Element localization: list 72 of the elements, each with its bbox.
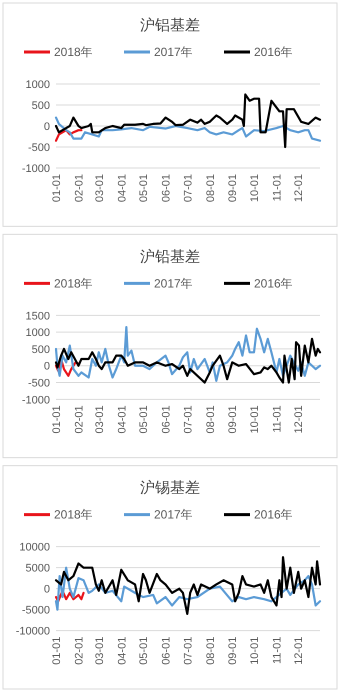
x-tick-label: 06-01 xyxy=(160,405,173,434)
x-tick-label: 08-01 xyxy=(204,405,217,434)
x-tick-label: 12-01 xyxy=(293,636,306,665)
x-tick-label: 08-01 xyxy=(204,636,217,665)
chart-title: 沪铅基差 xyxy=(140,248,200,266)
y-tick-label: 500 xyxy=(32,100,50,112)
y-tick-label: 500 xyxy=(32,344,50,356)
x-tick-label: 10-01 xyxy=(249,405,261,434)
x-tick-label: 10-01 xyxy=(249,636,261,665)
x-tick-label: 11-01 xyxy=(271,405,284,433)
x-tick-label: 01-01 xyxy=(51,174,63,202)
y-tick-label: 5000 xyxy=(26,562,50,575)
x-tick-label: 09-01 xyxy=(227,636,240,665)
y-tick-label: 10000 xyxy=(19,542,50,554)
x-tick-label: 09-01 xyxy=(227,174,240,202)
x-tick-label: 05-01 xyxy=(138,405,150,434)
x-tick-label: 01-01 xyxy=(51,636,63,665)
x-tick-label: 03-01 xyxy=(94,405,106,434)
x-tick-label: 02-01 xyxy=(73,405,86,434)
legend-label: 2016年 xyxy=(254,276,293,290)
y-tick-label: 0 xyxy=(44,121,50,133)
line-series xyxy=(54,116,322,142)
x-tick-label: 07-01 xyxy=(182,636,194,665)
legend-label: 2017年 xyxy=(154,276,193,290)
legend-label: 2018年 xyxy=(54,276,93,290)
x-tick-label: 10-01 xyxy=(249,174,261,202)
y-tick-label: 0 xyxy=(44,360,50,373)
x-tick-label: 11-01 xyxy=(271,174,284,202)
line-series xyxy=(54,556,322,615)
y-tick-label: 1500 xyxy=(26,310,50,322)
x-tick-label: 04-01 xyxy=(116,405,128,434)
x-tick-label: 04-01 xyxy=(116,174,128,202)
line-series xyxy=(54,129,82,142)
x-tick-label: 01-01 xyxy=(51,405,63,434)
line-series xyxy=(54,590,85,602)
y-tick-label: -500 xyxy=(28,142,50,154)
legend-label: 2017年 xyxy=(154,45,193,59)
line-series xyxy=(54,93,322,148)
chart-title: 沪铝基差 xyxy=(140,17,200,34)
y-tick-label: -1000 xyxy=(22,163,50,175)
legend-label: 2017年 xyxy=(154,508,193,522)
x-tick-label: 03-01 xyxy=(94,636,106,665)
y-tick-label: 0 xyxy=(44,584,50,596)
x-tick-label: 09-01 xyxy=(227,405,240,434)
x-tick-label: 11-01 xyxy=(271,636,284,664)
legend-label: 2016年 xyxy=(254,45,293,59)
x-tick-label: 02-01 xyxy=(73,174,86,202)
x-tick-label: 12-01 xyxy=(293,174,306,202)
line-series xyxy=(54,338,322,384)
y-tick-label: 1000 xyxy=(26,327,50,340)
x-tick-label: 04-01 xyxy=(116,636,128,665)
x-tick-label: 06-01 xyxy=(160,174,173,202)
x-tick-label: 05-01 xyxy=(138,636,150,665)
legend-label: 2018年 xyxy=(54,45,93,59)
legend-label: 2018年 xyxy=(54,508,93,522)
x-tick-label: 02-01 xyxy=(73,636,86,665)
line-series xyxy=(54,566,322,611)
y-tick-label: -10000 xyxy=(16,626,50,638)
x-tick-label: 06-01 xyxy=(160,636,173,665)
y-tick-label: -1000 xyxy=(22,394,50,406)
x-tick-label: 07-01 xyxy=(182,405,194,434)
line-series xyxy=(54,326,322,382)
x-tick-label: 03-01 xyxy=(94,174,106,202)
legend-label: 2016年 xyxy=(254,508,293,522)
y-tick-label: -5000 xyxy=(22,604,50,617)
x-tick-label: 07-01 xyxy=(182,174,194,202)
y-tick-label: -500 xyxy=(28,378,50,390)
x-tick-label: 12-01 xyxy=(293,405,306,434)
y-tick-label: 1000 xyxy=(26,79,50,91)
x-tick-label: 08-01 xyxy=(204,174,217,202)
chart-title: 沪锡基差 xyxy=(140,480,200,497)
x-tick-label: 05-01 xyxy=(138,174,150,202)
